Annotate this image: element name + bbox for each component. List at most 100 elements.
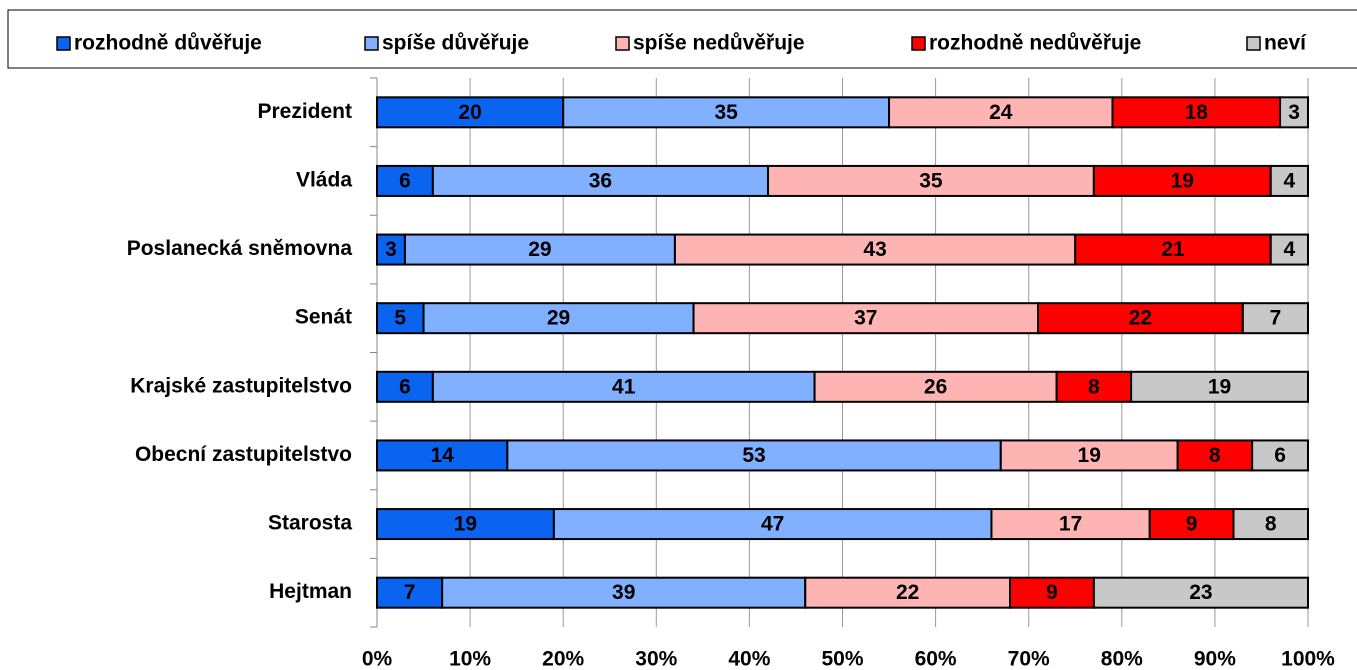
- y-tick-label: Starosta: [268, 512, 352, 535]
- bar-segment: [376, 164, 434, 197]
- x-tick-label: 30%: [635, 648, 677, 670]
- x-tick-label: 80%: [1101, 648, 1143, 670]
- data-label: 6: [399, 375, 411, 398]
- bar-segment: [552, 508, 993, 541]
- legend-label: spíše nedůvěřuje: [633, 32, 805, 55]
- data-label: 19: [1171, 169, 1194, 192]
- bar-segment: [1269, 233, 1310, 266]
- data-label: 8: [1209, 444, 1221, 467]
- data-label: 6: [1274, 444, 1286, 467]
- x-tick-label: 70%: [1008, 648, 1050, 670]
- bar-segment: [999, 439, 1179, 472]
- bar-segment: [673, 233, 1077, 266]
- bar-segment: [1279, 96, 1309, 129]
- bar-segment: [692, 302, 1040, 335]
- data-label: 47: [761, 513, 784, 536]
- legend-swatch: [615, 36, 630, 51]
- data-label: 29: [528, 238, 551, 261]
- legend-swatch: [1246, 36, 1261, 51]
- bar-segment: [376, 370, 434, 403]
- data-label: 4: [1284, 238, 1296, 261]
- data-label: 17: [1059, 513, 1082, 536]
- data-label: 41: [612, 375, 636, 398]
- bar-segment: [1241, 302, 1309, 335]
- bar-segment: [431, 164, 770, 197]
- legend-swatch: [911, 36, 926, 51]
- bar-segment: [888, 96, 1114, 129]
- data-label: 9: [1046, 581, 1058, 604]
- bar-segment: [1092, 576, 1309, 609]
- bar-segment: [1074, 233, 1272, 266]
- x-tick-label: 10%: [449, 648, 491, 670]
- y-tick-label: Obecní zastupitelstvo: [135, 443, 352, 466]
- x-tick-label: 50%: [821, 648, 863, 670]
- data-label: 3: [1288, 101, 1300, 124]
- data-label: 19: [454, 513, 477, 536]
- y-tick-label: Prezident: [257, 100, 352, 123]
- x-tick-label: 20%: [542, 648, 584, 670]
- legend-box: [7, 9, 1357, 69]
- bar-segment: [1176, 439, 1254, 472]
- data-label: 22: [1129, 307, 1152, 330]
- data-label: 35: [919, 169, 943, 192]
- y-tick-label: Vláda: [296, 168, 352, 191]
- data-label: 29: [547, 307, 570, 330]
- data-label: 6: [399, 169, 411, 192]
- x-tick-label: 90%: [1194, 648, 1236, 670]
- legend-label: neví: [1264, 32, 1307, 55]
- bar-segment: [422, 302, 695, 335]
- data-label: 53: [742, 444, 765, 467]
- bar-segment: [562, 96, 891, 129]
- data-label: 19: [1078, 444, 1101, 467]
- data-label: 26: [924, 375, 947, 398]
- y-tick-label: Hejtman: [269, 580, 352, 603]
- data-label: 20: [458, 101, 481, 124]
- bar-segment: [1232, 508, 1310, 541]
- x-tick-label: 100%: [1281, 648, 1335, 670]
- data-label: 37: [854, 307, 877, 330]
- bar-segment: [1148, 508, 1235, 541]
- data-label: 22: [896, 581, 919, 604]
- x-tick-label: 0%: [362, 648, 393, 670]
- data-label: 43: [863, 238, 886, 261]
- x-tick-label: 40%: [728, 648, 770, 670]
- legend-label: rozhodně důvěřuje: [74, 32, 262, 55]
- data-label: 9: [1186, 513, 1198, 536]
- bar-segment: [813, 370, 1058, 403]
- legend-swatch: [364, 36, 379, 51]
- data-label: 39: [612, 581, 635, 604]
- bar-segment: [1130, 370, 1309, 403]
- data-label: 8: [1265, 513, 1277, 536]
- bar-segment: [376, 96, 565, 129]
- data-label: 24: [989, 101, 1013, 124]
- bar-segment: [1251, 439, 1310, 472]
- data-label: 8: [1088, 375, 1100, 398]
- bar-segment: [1009, 576, 1095, 609]
- x-tick-label: 60%: [915, 648, 957, 670]
- y-tick-label: Poslanecká sněmovna: [127, 237, 353, 260]
- data-label: 19: [1208, 375, 1231, 398]
- bar-segment: [1111, 96, 1282, 129]
- data-label: 14: [430, 444, 454, 467]
- y-tick-label: Senát: [295, 306, 352, 329]
- bar-segment: [1269, 164, 1310, 197]
- bar-segment: [403, 233, 676, 266]
- data-label: 36: [589, 169, 612, 192]
- y-tick-label: Krajské zastupitelstvo: [130, 374, 352, 397]
- bar-segment: [376, 233, 406, 266]
- bar-segment: [376, 439, 509, 472]
- data-label: 21: [1161, 238, 1185, 261]
- legend-label: spíše důvěřuje: [382, 32, 529, 55]
- data-label: 4: [1284, 169, 1296, 192]
- bar-segment: [990, 508, 1151, 541]
- data-label: 18: [1185, 101, 1209, 124]
- data-label: 7: [404, 581, 416, 604]
- data-label: 23: [1189, 581, 1212, 604]
- legend-label: rozhodně nedůvěřuje: [929, 32, 1141, 55]
- bar-segment: [1055, 370, 1133, 403]
- data-label: 3: [385, 238, 397, 261]
- legend-swatch: [56, 36, 71, 51]
- data-label: 35: [714, 101, 738, 124]
- data-label: 5: [394, 307, 406, 330]
